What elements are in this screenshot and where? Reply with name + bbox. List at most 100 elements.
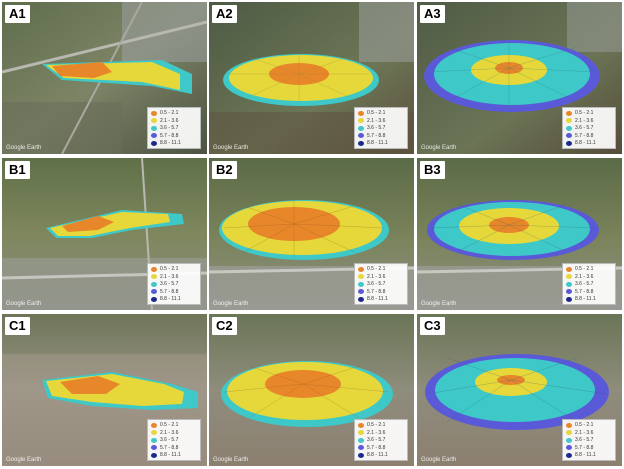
- legend-swatch-icon: [151, 110, 157, 116]
- legend: 0.5 - 2.1 2.1 - 3.6 3.6 - 5.7 5.7 - 8.8 …: [354, 106, 408, 149]
- legend-swatch-icon: [566, 110, 572, 116]
- legend-swatch-icon: [566, 125, 572, 131]
- legend: 0.5 - 2.1 2.1 - 3.6 3.6 - 5.7 5.7 - 8.8 …: [147, 106, 201, 149]
- legend-entry: 0.5 - 2.1: [367, 110, 386, 117]
- wind-rose-icon: [223, 52, 379, 106]
- legend-swatch-icon: [358, 133, 364, 139]
- watermark: Google Earth: [213, 301, 249, 307]
- wind-rose-icon: [219, 200, 389, 260]
- legend-entry: 8.8 - 11.1: [160, 140, 181, 147]
- legend-entry: 2.1 - 3.6: [575, 429, 594, 436]
- legend-entry: 8.8 - 11.1: [575, 140, 596, 147]
- panel-a2: A2 0.5 - 2.1 2.1 - 3.6 3.6 - 5.7 5.7 - 8…: [209, 2, 414, 154]
- legend-entry: 2.1 - 3.6: [367, 117, 386, 124]
- wind-rose-icon: [427, 200, 599, 260]
- legend-entry: 8.8 - 11.1: [160, 296, 181, 303]
- panel-label: B2: [212, 161, 237, 179]
- legend: 0.5 - 2.1 2.1 - 3.6 3.6 - 5.7 5.7 - 8.8 …: [354, 418, 408, 461]
- legend-swatch-icon: [358, 422, 364, 428]
- legend-entry: 0.5 - 2.1: [367, 422, 386, 429]
- legend-entry: 2.1 - 3.6: [160, 273, 179, 280]
- legend-swatch-icon: [151, 133, 157, 139]
- legend-swatch-icon: [358, 266, 364, 272]
- legend-swatch-icon: [358, 289, 364, 295]
- legend-swatch-icon: [358, 296, 364, 302]
- legend-entry: 2.1 - 3.6: [367, 273, 386, 280]
- legend-entry: 5.7 - 8.8: [160, 288, 179, 295]
- legend-entry: 8.8 - 11.1: [575, 296, 596, 303]
- legend-entry: 3.6 - 5.7: [575, 281, 594, 288]
- legend-entry: 3.6 - 5.7: [160, 437, 179, 444]
- panel-c2: C2 0.5 - 2.1 2.1 - 3.6 3.6 - 5.7 5.7 - 8…: [209, 314, 414, 466]
- legend-entry: 3.6 - 5.7: [367, 125, 386, 132]
- legend-entry: 5.7 - 8.8: [367, 288, 386, 295]
- legend-entry: 5.7 - 8.8: [367, 444, 386, 451]
- watermark: Google Earth: [6, 301, 42, 307]
- panel-label: C2: [212, 317, 237, 335]
- legend-swatch-icon: [151, 118, 157, 124]
- legend-swatch-icon: [151, 140, 157, 146]
- legend-swatch-icon: [358, 445, 364, 451]
- legend-swatch-icon: [566, 140, 572, 146]
- wind-rose-icon: [425, 354, 609, 430]
- legend-swatch-icon: [151, 125, 157, 131]
- legend-swatch-icon: [566, 296, 572, 302]
- wind-rose-icon: [424, 40, 600, 112]
- legend-swatch-icon: [566, 437, 572, 443]
- watermark: Google Earth: [213, 457, 249, 463]
- panel-label: C3: [420, 317, 445, 335]
- legend: 0.5 - 2.1 2.1 - 3.6 3.6 - 5.7 5.7 - 8.8 …: [562, 418, 616, 461]
- legend: 0.5 - 2.1 2.1 - 3.6 3.6 - 5.7 5.7 - 8.8 …: [354, 262, 408, 305]
- legend-swatch-icon: [566, 452, 572, 458]
- watermark: Google Earth: [421, 301, 457, 307]
- watermark: Google Earth: [6, 457, 42, 463]
- legend-swatch-icon: [151, 274, 157, 280]
- wind-rose-icon: [46, 210, 184, 238]
- legend-swatch-icon: [566, 266, 572, 272]
- legend-entry: 0.5 - 2.1: [575, 110, 594, 117]
- legend-swatch-icon: [151, 445, 157, 451]
- legend-swatch-icon: [358, 452, 364, 458]
- legend-entry: 3.6 - 5.7: [575, 437, 594, 444]
- legend-entry: 2.1 - 3.6: [160, 429, 179, 436]
- aerial-map-icon: [2, 2, 207, 154]
- panel-label: A1: [5, 5, 30, 23]
- legend-swatch-icon: [358, 118, 364, 124]
- wind-rose-icon: [42, 60, 192, 94]
- legend-swatch-icon: [151, 266, 157, 272]
- legend-swatch-icon: [566, 422, 572, 428]
- legend-swatch-icon: [151, 452, 157, 458]
- legend-entry: 0.5 - 2.1: [575, 266, 594, 273]
- legend-swatch-icon: [151, 281, 157, 287]
- legend-swatch-icon: [151, 289, 157, 295]
- legend-entry: 5.7 - 8.8: [575, 132, 594, 139]
- legend-entry: 5.7 - 8.8: [160, 132, 179, 139]
- legend-swatch-icon: [566, 281, 572, 287]
- legend-swatch-icon: [358, 437, 364, 443]
- legend: 0.5 - 2.1 2.1 - 3.6 3.6 - 5.7 5.7 - 8.8 …: [147, 418, 201, 461]
- legend-entry: 0.5 - 2.1: [160, 422, 179, 429]
- panel-label: A3: [420, 5, 445, 23]
- legend: 0.5 - 2.1 2.1 - 3.6 3.6 - 5.7 5.7 - 8.8 …: [562, 262, 616, 305]
- legend-entry: 8.8 - 11.1: [160, 452, 181, 459]
- legend-entry: 2.1 - 3.6: [367, 429, 386, 436]
- legend-entry: 8.8 - 11.1: [367, 140, 388, 147]
- legend-entry: 3.6 - 5.7: [367, 437, 386, 444]
- legend-entry: 8.8 - 11.1: [367, 452, 388, 459]
- wind-rose-icon: [221, 361, 393, 427]
- legend-swatch-icon: [358, 281, 364, 287]
- legend-swatch-icon: [358, 274, 364, 280]
- legend-entry: 2.1 - 3.6: [575, 273, 594, 280]
- panel-a3: A3 0.5 - 2.1 2.1 - 3.6 3.6 - 5.7 5.7 - 8…: [417, 2, 622, 154]
- legend-swatch-icon: [566, 289, 572, 295]
- legend-entry: 5.7 - 8.8: [575, 288, 594, 295]
- panel-label: C1: [5, 317, 30, 335]
- legend-entry: 3.6 - 5.7: [160, 125, 179, 132]
- legend-entry: 5.7 - 8.8: [575, 444, 594, 451]
- panel-label: B1: [5, 161, 30, 179]
- panel-c3: C3 0.5 - 2.1 2.1 - 3.6 3.6 - 5.7 5.7 - 8…: [417, 314, 622, 466]
- watermark: Google Earth: [213, 145, 249, 151]
- legend-entry: 5.7 - 8.8: [367, 132, 386, 139]
- legend-swatch-icon: [358, 110, 364, 116]
